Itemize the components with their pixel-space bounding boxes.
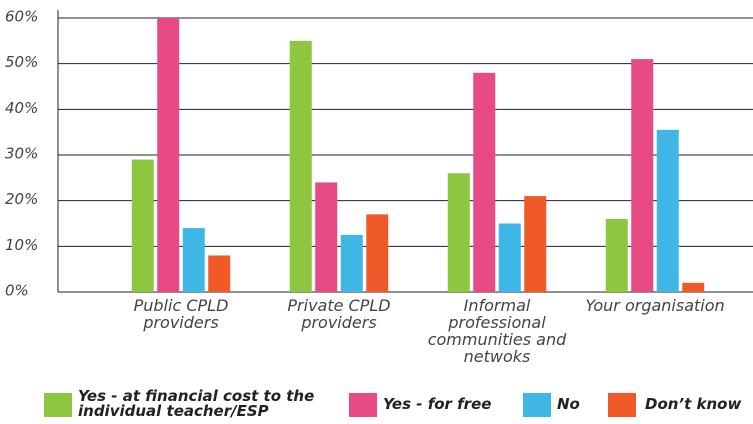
legend-swatch [44,393,72,417]
bar [366,214,389,292]
y-tick-label: 40% [5,99,38,117]
y-tick-label: 0% [5,282,29,300]
bar [315,182,338,292]
bar [157,18,180,292]
y-tick-label: 50% [5,53,38,71]
bar [340,234,363,292]
bar [182,228,205,292]
x-tick-label: Private CPLD providers [287,296,391,332]
y-tick-label: 10% [5,236,38,254]
legend-label: No [557,395,580,413]
x-tick-label: Informal professional communities and ne… [427,296,567,366]
bar [682,282,705,292]
bar [631,59,654,292]
y-tick-label: 20% [5,190,38,208]
bar [208,255,231,292]
bar [131,159,154,292]
bar [524,196,547,292]
x-tick-label: Your organisation [585,296,725,315]
bar [289,40,312,293]
legend-label: Yes - at financial cost to the individua… [78,387,315,420]
bar [498,223,521,292]
legend-label: Yes - for free [383,395,492,413]
legend-swatch [523,393,551,417]
legend-swatch [349,393,377,417]
legend-swatch [608,393,636,417]
bar [605,218,628,292]
y-tick-label: 60% [5,8,38,26]
bar [473,72,496,292]
x-tick-label: Public CPLD providers [133,296,229,332]
y-tick-label: 30% [5,145,38,163]
bar [656,129,679,292]
bar [447,173,470,292]
legend-label: Don’t know [645,395,742,413]
